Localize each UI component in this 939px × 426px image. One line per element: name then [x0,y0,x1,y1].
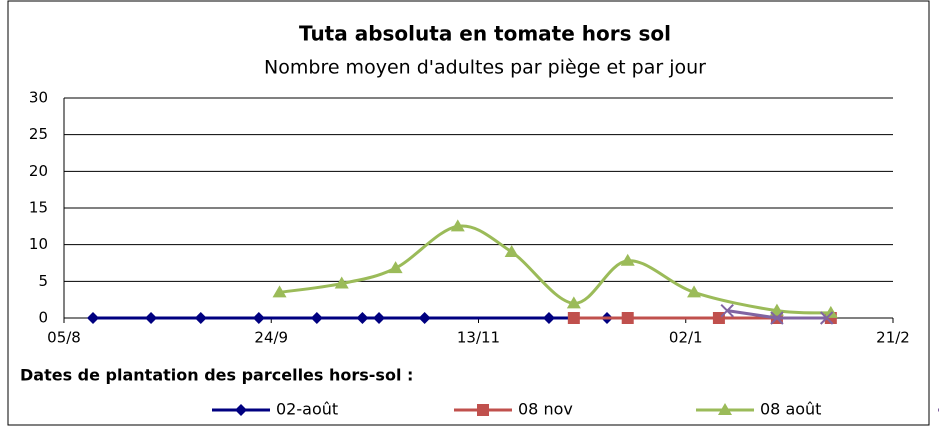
data-point [770,311,784,325]
data-point [356,312,369,324]
data-point [418,312,431,324]
data-point [87,312,100,324]
x-tick-label: 05/8 [47,329,81,347]
data-point [272,285,287,298]
y-tick-label: 10 [29,235,48,253]
data-point [720,303,734,318]
data-point [823,305,838,318]
y-tick-label: 25 [29,125,48,143]
data-point [620,253,635,266]
series-line [279,224,831,315]
legend-marker [235,404,247,416]
x-tick-label: 02/1 [669,329,703,347]
data-point [373,312,386,324]
legend-label: 08 août [760,400,821,419]
data-point [334,276,349,289]
data-point [687,285,702,298]
data-point [566,296,581,309]
x-tick-label: 21/2 [876,329,910,347]
data-point [450,219,465,232]
chart-subtitle: Nombre moyen d'adultes par piège et par … [264,57,706,79]
y-tick-label: 5 [38,272,48,290]
chart-title: Tuta absoluta en tomate hors sol [299,22,671,46]
data-point [621,312,634,324]
data-point [310,312,323,324]
data-point [769,303,784,316]
data-point [567,312,580,324]
legend-marker [718,403,732,415]
x-tick-label: 13/11 [457,329,500,347]
data-point [542,312,555,324]
legend-label: 08 nov [518,400,573,419]
y-tick-label: 0 [38,309,48,327]
y-tick-label: 30 [29,89,48,107]
legend-marker [477,404,489,416]
y-tick-label: 20 [29,162,48,180]
data-point [388,261,403,274]
legend-label: 02-août [276,400,338,419]
x-tick-label: 24/9 [254,329,288,347]
y-tick-label: 15 [29,199,48,217]
data-point [145,312,158,324]
chart-border [7,0,930,426]
data-point [504,245,519,257]
legend-title: Dates de plantation des parcelles hors-s… [20,366,413,385]
data-point [194,312,207,324]
data-point [252,312,265,324]
data-point [819,311,834,325]
